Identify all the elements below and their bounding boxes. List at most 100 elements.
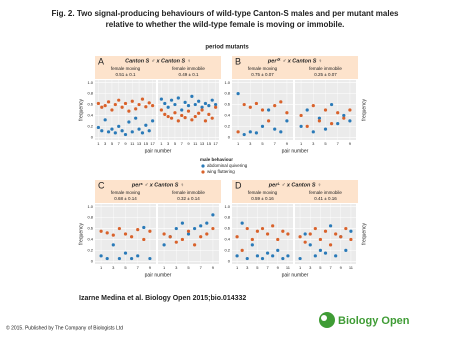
point [183, 100, 187, 104]
x-tick-label: 1 [160, 141, 163, 146]
x-tick-label: 9 [212, 265, 215, 270]
x-tick-label: 1 [300, 141, 303, 146]
facet-label: female moving [111, 66, 141, 71]
x-tick-label: 1 [97, 141, 100, 146]
point [120, 129, 124, 133]
panel-letter: A [98, 56, 104, 66]
y-axis-label: frequency [78, 223, 84, 245]
point [169, 98, 174, 102]
point [348, 108, 352, 112]
x-tick-label: 11 [193, 141, 198, 146]
point [260, 108, 265, 112]
point [193, 243, 197, 247]
point [210, 98, 214, 102]
point [134, 116, 138, 120]
point [211, 226, 215, 231]
y-tick-label: 0.4 [224, 237, 230, 242]
citation: Izarne Medina et al. Biology Open 2015;b… [79, 295, 246, 302]
y-tick-label: 0.6 [87, 102, 93, 107]
point [190, 118, 194, 122]
facet-label: female moving [248, 190, 278, 195]
facet-label: female immobile [309, 66, 342, 71]
point [199, 235, 203, 239]
x-tick-label: 3 [104, 141, 107, 146]
x-tick-label: 7 [274, 141, 277, 146]
point [151, 119, 155, 123]
legend-label: abdominal quivering [207, 163, 248, 168]
y-tick-label: 0.2 [87, 123, 93, 128]
point [186, 109, 191, 113]
point [205, 221, 209, 225]
point [308, 243, 312, 247]
point [111, 233, 115, 237]
point [127, 109, 131, 113]
point [100, 105, 104, 109]
point [203, 101, 208, 106]
y-tick-label: 0.4 [87, 113, 93, 118]
y-axis-label: frequency [361, 99, 367, 121]
point [207, 104, 211, 108]
point [250, 243, 254, 247]
point [173, 102, 177, 107]
x-tick-label: 11 [286, 265, 291, 270]
facet-stat: 0.49 ± 0.1 [179, 72, 199, 77]
point [242, 102, 246, 107]
x-tick-label: 7 [200, 265, 203, 270]
facet-stat: 0.68 ± 0.14 [114, 196, 137, 201]
x-tick-label: 9 [124, 141, 127, 146]
point [144, 123, 148, 127]
point [281, 256, 285, 261]
point [267, 119, 271, 123]
point [186, 232, 191, 236]
x-tick-label: 3 [312, 141, 315, 146]
point [105, 256, 109, 261]
point [106, 100, 111, 104]
point [193, 102, 197, 107]
x-tick-label: 5 [124, 265, 127, 270]
point [286, 232, 290, 236]
point [163, 101, 167, 106]
x-tick-label: 9 [286, 141, 289, 146]
point [313, 226, 317, 231]
point [186, 104, 191, 108]
point [197, 99, 201, 103]
panel-title: perᴸ ♂ x Canton S ♀ [268, 181, 321, 188]
point [136, 228, 140, 232]
facet-stat: 0.32 ± 0.14 [177, 196, 200, 201]
legend-title: male behaviour [200, 157, 233, 162]
point [214, 105, 218, 109]
point [110, 108, 114, 112]
point [136, 254, 140, 258]
point [344, 248, 348, 252]
point [137, 127, 141, 131]
point [176, 119, 180, 123]
point [130, 256, 134, 261]
x-tick-label: 11 [349, 265, 354, 270]
point [235, 235, 239, 239]
point [110, 127, 114, 131]
point [111, 243, 115, 247]
x-tick-label: 5 [256, 265, 259, 270]
point [193, 114, 197, 119]
panel-header [232, 180, 358, 203]
point [199, 224, 203, 228]
facet-label: female moving [111, 190, 141, 195]
point [105, 231, 109, 235]
point [265, 232, 270, 236]
point [245, 256, 249, 261]
point [210, 116, 214, 120]
logo-text: Biology Open [338, 315, 410, 327]
point [113, 131, 117, 135]
x-tick-label: 3 [112, 265, 115, 270]
point [214, 102, 218, 107]
point [99, 254, 103, 258]
point [271, 224, 275, 228]
y-tick-label: 0.2 [224, 247, 230, 252]
point [285, 111, 289, 115]
x-tick-label: 1 [163, 265, 166, 270]
point [200, 108, 204, 112]
point [342, 113, 346, 118]
point [330, 102, 334, 107]
point [279, 130, 283, 134]
y-tick-label: 0.4 [224, 113, 230, 118]
